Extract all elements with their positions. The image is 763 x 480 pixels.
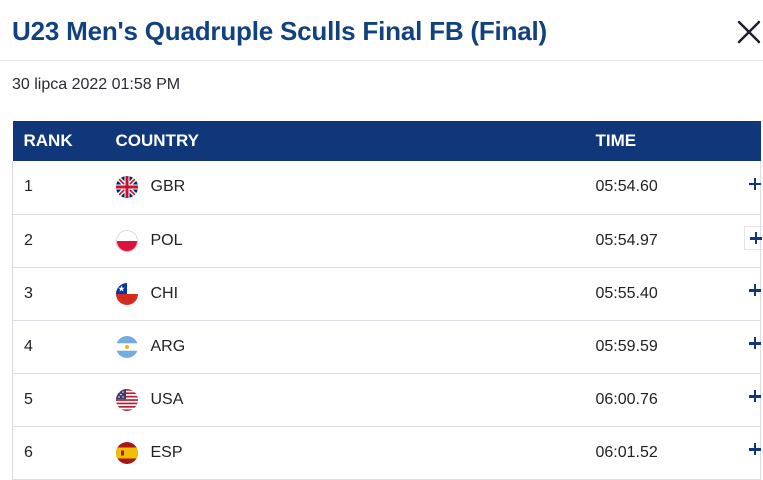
chi-flag-icon — [115, 282, 138, 305]
esp-flag-icon — [115, 441, 138, 464]
time-cell: 05:55.40 — [595, 284, 658, 302]
time-cell: 05:54.60 — [595, 178, 658, 196]
plus-icon[interactable] — [744, 332, 763, 356]
country-code: USA — [150, 390, 184, 408]
time-cell: 06:00.76 — [595, 390, 658, 408]
rank-cell: 5 — [12, 373, 116, 426]
plus-icon[interactable] — [744, 385, 763, 409]
country-code: ESP — [150, 443, 183, 461]
expand-cell — [678, 214, 763, 267]
rank-cell: 3 — [12, 267, 116, 320]
expand-cell — [678, 320, 761, 373]
column-header-time: TIME — [595, 131, 637, 150]
rank-cell: 1 — [12, 161, 116, 214]
results-table: RANK COUNTRY TIME 1 — [12, 121, 763, 480]
gbr-flag-icon — [115, 176, 138, 199]
time-cell: 05:54.97 — [595, 231, 658, 249]
time-cell: 06:01.52 — [595, 443, 658, 461]
plus-icon[interactable] — [744, 173, 763, 197]
table-row: 5 — [12, 373, 761, 426]
expand-cell — [678, 373, 761, 426]
country-code: CHI — [150, 284, 179, 302]
expand-cell — [678, 267, 761, 320]
country-cell: USA — [115, 373, 596, 426]
table-header-row: RANK COUNTRY TIME — [12, 121, 761, 161]
plus-icon[interactable] — [744, 226, 763, 250]
rank-cell: 4 — [12, 320, 116, 373]
column-header-country: COUNTRY — [115, 131, 199, 150]
country-code: GBR — [150, 178, 186, 196]
arg-flag-icon — [115, 335, 138, 358]
table-row: 2 POL 05:54.97 — [12, 214, 763, 267]
rank-cell: 6 — [12, 426, 116, 479]
country-cell: POL — [115, 214, 596, 267]
country-cell: ESP — [115, 426, 596, 479]
plus-icon[interactable] — [744, 279, 763, 303]
table-row: 1 GBR — [12, 161, 761, 214]
expand-cell — [678, 426, 761, 479]
time-cell: 05:59.59 — [595, 337, 658, 355]
rank-cell: 2 — [12, 214, 116, 267]
race-datetime: 30 lipca 2022 01:58 PM — [12, 76, 181, 93]
usa-flag-icon — [115, 388, 138, 411]
pol-flag-icon — [115, 229, 138, 252]
page-title: U23 Men's Quadruple Sculls Final FB (Fin… — [12, 16, 548, 46]
country-code: ARG — [150, 337, 186, 355]
country-code: POL — [150, 231, 183, 249]
table-row: 3 CHI 05:55.40 — [12, 267, 761, 320]
country-cell: GBR — [115, 161, 596, 214]
expand-cell — [678, 161, 761, 214]
country-cell: CHI — [115, 267, 596, 320]
table-row: 6 ESP 06:01.52 — [12, 426, 761, 479]
close-icon[interactable] — [735, 18, 763, 46]
plus-icon[interactable] — [744, 438, 763, 462]
table-row: 4 ARG 05:59.59 — [12, 320, 761, 373]
column-header-expand — [678, 121, 761, 161]
modal-header: U23 Men's Quadruple Sculls Final FB (Fin… — [0, 0, 763, 61]
country-cell: ARG — [115, 320, 596, 373]
column-header-rank: RANK — [23, 131, 73, 150]
